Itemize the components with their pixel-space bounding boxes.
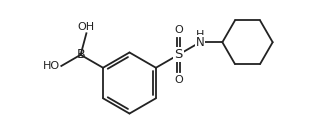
Text: OH: OH — [78, 22, 95, 32]
Text: O: O — [174, 75, 183, 85]
Text: N: N — [196, 36, 204, 49]
Text: B: B — [76, 48, 85, 61]
Text: S: S — [174, 48, 182, 61]
Text: O: O — [174, 25, 183, 35]
Text: HO: HO — [42, 61, 59, 71]
Text: H: H — [196, 30, 204, 40]
